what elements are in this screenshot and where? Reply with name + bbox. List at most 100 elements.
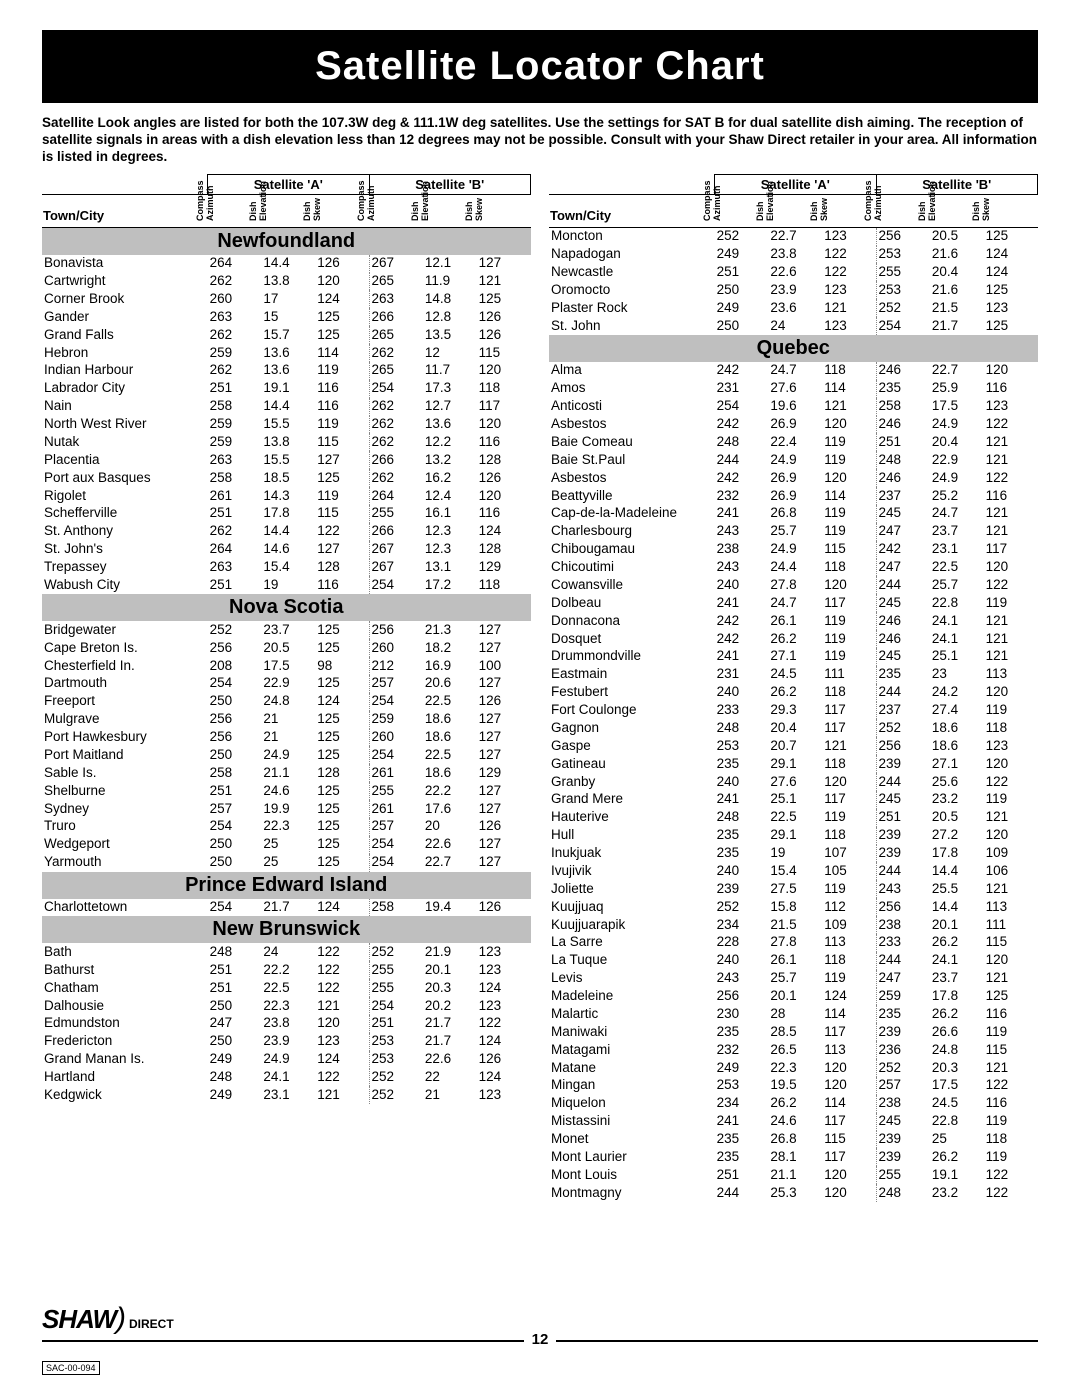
table-row: Corner Brook 26017124 26314.8125 xyxy=(42,290,531,308)
table-row: Gatineau 23529.1118 23927.1120 xyxy=(549,755,1038,773)
table-row: Donnacona 24226.1119 24624.1121 xyxy=(549,612,1038,630)
table-row: La Tuque 24026.1118 24424.1120 xyxy=(549,952,1038,970)
table-row: Trepassey 26315.4128 26713.1129 xyxy=(42,559,531,577)
doc-code: SAC-00-094 xyxy=(42,1361,100,1375)
intro-text: Satellite Look angles are listed for bot… xyxy=(42,115,1038,166)
table-row: Asbestos 24226.9120 24624.9122 xyxy=(549,416,1038,434)
left-table: Satellite 'A' Satellite 'B' Town/City Co… xyxy=(42,174,531,1105)
table-row: Schefferville 25117.8115 25516.1116 xyxy=(42,505,531,523)
table-row: Kuujjuaq 25215.8112 25614.4113 xyxy=(549,898,1038,916)
right-table: Satellite 'A' Satellite 'B' Town/City Co… xyxy=(549,174,1038,1202)
table-row: Port Maitland 25024.9125 25422.5127 xyxy=(42,746,531,764)
table-row: Malartic 23028114 23526.2116 xyxy=(549,1005,1038,1023)
table-row: Dalhousie 25022.3121 25420.2123 xyxy=(42,997,531,1015)
table-row: Hartland 24824.1122 25222124 xyxy=(42,1069,531,1087)
table-row: Gander 26315125 26612.8126 xyxy=(42,308,531,326)
table-row: Dosquet 24226.2119 24624.1121 xyxy=(549,630,1038,648)
table-row: Nain 25814.4116 26212.7117 xyxy=(42,398,531,416)
table-row: Wabush City 25119116 25417.2118 xyxy=(42,576,531,594)
table-row: Rigolet 26114.3119 26412.4120 xyxy=(42,487,531,505)
table-row: Ivujivik 24015.4105 24414.4106 xyxy=(549,862,1038,880)
brand-logo: SHAW)DIRECT xyxy=(42,1304,174,1334)
table-row: Gagnon 24820.4117 25218.6118 xyxy=(549,719,1038,737)
table-row: Bridgewater 25223.7125 25621.3127 xyxy=(42,621,531,639)
table-row: Granby 24027.6120 24425.6122 xyxy=(549,773,1038,791)
table-row: Yarmouth 25025125 25422.7127 xyxy=(42,854,531,872)
table-row: St. Anthony 26214.4122 26612.3124 xyxy=(42,523,531,541)
table-row: Asbestos 24226.9120 24624.9122 xyxy=(549,469,1038,487)
table-row: Oromocto 25023.9123 25321.6125 xyxy=(549,281,1038,299)
region-header: Newfoundland xyxy=(42,227,531,255)
table-row: Cape Breton Is. 25620.5125 26018.2127 xyxy=(42,639,531,657)
table-row: La Sarre 22827.8113 23326.2115 xyxy=(549,934,1038,952)
region-header: Quebec xyxy=(549,335,1038,362)
page-number: 12 xyxy=(42,1340,1038,1359)
table-row: Fredericton 25023.9123 25321.7124 xyxy=(42,1033,531,1051)
table-row: Mont Louis 25121.1120 25519.1122 xyxy=(549,1166,1038,1184)
table-row: Indian Harbour 26213.6119 26511.7120 xyxy=(42,362,531,380)
table-row: Eastmain 23124.5111 23523113 xyxy=(549,666,1038,684)
table-row: Baie Comeau 24822.4119 25120.4121 xyxy=(549,433,1038,451)
table-row: Fort Coulonge 23329.3117 23727.4119 xyxy=(549,702,1038,720)
table-row: Shelburne 25124.6125 25522.2127 xyxy=(42,782,531,800)
table-row: Labrador City 25119.1116 25417.3118 xyxy=(42,380,531,398)
table-row: Mulgrave 25621125 25918.6127 xyxy=(42,711,531,729)
table-row: Grand Manan Is. 24924.9124 25322.6126 xyxy=(42,1051,531,1069)
table-row: Alma 24224.7118 24622.7120 xyxy=(549,362,1038,380)
table-row: Grand Falls 26215.7125 26513.5126 xyxy=(42,326,531,344)
table-row: St. John's 26414.6127 26712.3128 xyxy=(42,541,531,559)
table-row: Hauterive 24822.5119 25120.5121 xyxy=(549,809,1038,827)
table-row: Hebron 25913.6114 26212115 xyxy=(42,344,531,362)
table-row: Beattyville 23226.9114 23725.2116 xyxy=(549,487,1038,505)
region-header: Nova Scotia xyxy=(42,594,531,621)
page-title: Satellite Locator Chart xyxy=(42,30,1038,103)
table-row: Baie St.Paul 24424.9119 24822.9121 xyxy=(549,451,1038,469)
table-row: Truro 25422.3125 25720126 xyxy=(42,818,531,836)
table-row: Charlottetown 25421.7124 25819.4126 xyxy=(42,899,531,917)
table-row: Plaster Rock 24923.6121 25221.5123 xyxy=(549,299,1038,317)
table-row: Chatham 25122.5122 25520.3124 xyxy=(42,979,531,997)
table-row: Maniwaki 23528.5117 23926.6119 xyxy=(549,1023,1038,1041)
table-row: Nutak 25913.8115 26212.2116 xyxy=(42,433,531,451)
table-row: Charlesbourg 24325.7119 24723.7121 xyxy=(549,523,1038,541)
table-row: Edmundston 24723.8120 25121.7122 xyxy=(42,1015,531,1033)
table-row: Mont Laurier 23528.1117 23926.2119 xyxy=(549,1148,1038,1166)
table-row: Dolbeau 24124.7117 24522.8119 xyxy=(549,594,1038,612)
region-header: New Brunswick xyxy=(42,916,531,943)
table-row: Hull 23529.1118 23927.2120 xyxy=(549,827,1038,845)
table-row: Chibougamau 23824.9115 24223.1117 xyxy=(549,541,1038,559)
table-row: Matagami 23226.5113 23624.8115 xyxy=(549,1041,1038,1059)
table-row: Napadogan 24923.8122 25321.6124 xyxy=(549,246,1038,264)
table-row: Chicoutimi 24324.4118 24722.5120 xyxy=(549,559,1038,577)
table-row: Drummondville 24127.1119 24525.1121 xyxy=(549,648,1038,666)
table-row: St. John 25024123 25421.7125 xyxy=(549,317,1038,335)
table-row: Wedgeport 25025125 25422.6127 xyxy=(42,836,531,854)
table-row: Grand Mere 24125.1117 24523.2119 xyxy=(549,791,1038,809)
table-row: Bath 24824122 25221.9123 xyxy=(42,943,531,961)
table-row: Chesterfield In. 20817.598 21216.9100 xyxy=(42,657,531,675)
table-row: Sydney 25719.9125 26117.6127 xyxy=(42,800,531,818)
table-row: Port aux Basques 25818.5125 26216.2126 xyxy=(42,469,531,487)
table-row: Port Hawkesbury 25621125 26018.6127 xyxy=(42,729,531,747)
data-columns: Satellite 'A' Satellite 'B' Town/City Co… xyxy=(42,174,1038,1202)
table-row: Freeport 25024.8124 25422.5126 xyxy=(42,693,531,711)
table-row: Festubert 24026.2118 24424.2120 xyxy=(549,684,1038,702)
table-row: Monet 23526.8115 23925118 xyxy=(549,1131,1038,1149)
table-row: Kuujjuarapik 23421.5109 23820.1111 xyxy=(549,916,1038,934)
table-row: Moncton 25222.7123 25620.5125 xyxy=(549,227,1038,245)
table-row: Newcastle 25122.6122 25520.4124 xyxy=(549,263,1038,281)
table-row: North West River 25915.5119 26213.6120 xyxy=(42,416,531,434)
table-row: Bonavista 26414.4126 26712.1127 xyxy=(42,255,531,273)
table-row: Cartwright 26213.8120 26511.9121 xyxy=(42,273,531,291)
region-header: Prince Edward Island xyxy=(42,872,531,899)
table-row: Sable Is. 25821.1128 26118.6129 xyxy=(42,764,531,782)
table-row: Kedgwick 24923.1121 25221123 xyxy=(42,1086,531,1104)
table-row: Madeleine 25620.1124 25917.8125 xyxy=(549,988,1038,1006)
table-row: Gaspe 25320.7121 25618.6123 xyxy=(549,737,1038,755)
footer: SHAW)DIRECT 12 SAC-00-094 xyxy=(42,1302,1038,1375)
table-row: Montmagny 24425.3120 24823.2122 xyxy=(549,1184,1038,1202)
table-row: Inukjuak 23519107 23917.8109 xyxy=(549,845,1038,863)
table-row: Dartmouth 25422.9125 25720.6127 xyxy=(42,675,531,693)
table-row: Cap-de-la-Madeleine 24126.8119 24524.712… xyxy=(549,505,1038,523)
table-row: Mingan 25319.5120 25717.5122 xyxy=(549,1077,1038,1095)
